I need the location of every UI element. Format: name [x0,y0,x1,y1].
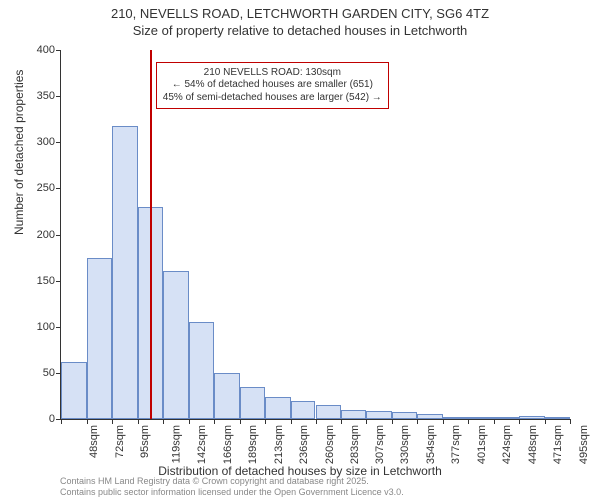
x-tick-label: 72sqm [114,425,126,458]
title-line-2: Size of property relative to detached ho… [133,23,468,38]
x-tick-label: 354sqm [426,425,438,464]
histogram-bar [214,373,240,419]
x-tick-label: 119sqm [170,425,182,463]
histogram-bar [61,362,87,419]
x-tick-label: 471sqm [552,425,564,464]
annotation-line-2: ← 54% of detached houses are smaller (65… [163,79,382,92]
x-tick-mark [163,419,164,424]
property-marker-line [150,50,152,419]
x-tick-label: 283sqm [349,425,361,464]
histogram-bar [392,412,417,419]
histogram-bar [545,417,570,419]
annotation-box: 210 NEVELLS ROAD: 130sqm← 54% of detache… [156,62,389,110]
histogram-bar [366,411,392,419]
footnote-line-2: Contains public sector information licen… [60,487,404,497]
histogram-bar [163,271,189,419]
y-tick-label: 50 [43,367,61,379]
x-tick-mark [468,419,469,424]
histogram-bar [240,387,265,419]
x-tick-label: 236sqm [298,425,310,464]
histogram-bar [468,417,494,419]
x-tick-label: 142sqm [196,425,208,464]
y-tick-label: 300 [37,136,61,148]
histogram-bar [112,126,138,419]
y-tick-label: 100 [37,321,61,333]
x-tick-label: 448sqm [527,425,539,464]
x-tick-mark [214,419,215,424]
x-tick-mark [392,419,393,424]
x-tick-mark [138,419,139,424]
y-axis-label: Number of detached properties [12,70,26,235]
histogram-bar [316,405,342,419]
x-tick-label: 213sqm [273,425,285,464]
x-tick-mark [519,419,520,424]
x-tick-mark [265,419,266,424]
x-tick-label: 260sqm [324,425,336,464]
histogram-bar [291,401,316,419]
chart-title: 210, NEVELLS ROAD, LETCHWORTH GARDEN CIT… [0,0,600,40]
x-tick-mark [112,419,113,424]
histogram-bar [341,410,366,419]
histogram-bar [265,397,291,419]
annotation-line-1: 210 NEVELLS ROAD: 130sqm [163,67,382,80]
x-tick-label: 330sqm [400,425,412,464]
y-tick-label: 0 [49,413,61,425]
y-tick-label: 200 [37,229,61,241]
x-tick-mark [366,419,367,424]
x-tick-mark [291,419,292,424]
histogram-plot-area: 05010015020025030035040048sqm72sqm95sqm1… [60,50,570,420]
x-tick-mark [545,419,546,424]
x-tick-mark [443,419,444,424]
x-tick-label: 48sqm [88,425,100,458]
x-tick-label: 95sqm [139,425,151,458]
x-tick-label: 166sqm [222,425,234,464]
x-tick-mark [570,419,571,424]
histogram-bar [87,258,112,419]
y-tick-label: 400 [37,44,61,56]
x-tick-mark [61,419,62,424]
histogram-bar [417,414,443,419]
annotation-line-3: 45% of semi-detached houses are larger (… [163,92,382,105]
x-tick-mark [417,419,418,424]
x-tick-label: 189sqm [247,425,259,464]
x-tick-label: 495sqm [578,425,590,464]
y-tick-label: 250 [37,182,61,194]
x-tick-mark [341,419,342,424]
x-tick-label: 307sqm [375,425,387,464]
x-tick-mark [494,419,495,424]
histogram-bar [519,416,545,419]
x-tick-label: 377sqm [450,425,462,464]
footnote: Contains HM Land Registry data © Crown c… [60,476,404,498]
x-tick-mark [189,419,190,424]
histogram-bar [189,322,214,419]
x-tick-mark [240,419,241,424]
footnote-line-1: Contains HM Land Registry data © Crown c… [60,476,369,486]
x-tick-label: 424sqm [501,425,513,464]
x-tick-label: 401sqm [476,425,488,464]
histogram-bar [494,417,519,419]
y-tick-label: 150 [37,275,61,287]
x-tick-mark [87,419,88,424]
title-line-1: 210, NEVELLS ROAD, LETCHWORTH GARDEN CIT… [111,6,489,21]
histogram-bar [443,417,468,419]
y-tick-label: 350 [37,90,61,102]
x-tick-mark [316,419,317,424]
